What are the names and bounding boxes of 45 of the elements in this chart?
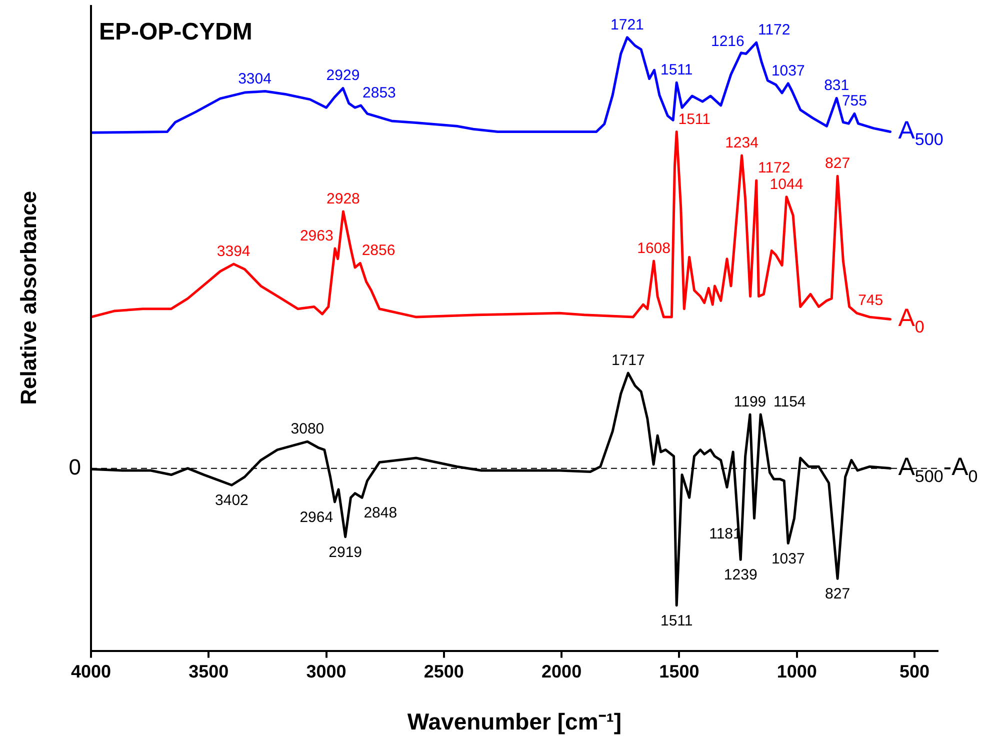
annotation: 1044	[770, 176, 804, 193]
annotation: 2856	[362, 242, 396, 260]
y-axis-title: Relative absorbance	[16, 190, 42, 405]
annotation: 2848	[364, 504, 398, 522]
ref-line-label: 0	[68, 454, 81, 480]
x-axis-title: Wavenumber [cm⁻¹]	[407, 708, 622, 735]
annotation: 827	[825, 586, 850, 603]
annotation: 1239	[724, 566, 758, 584]
annotation: 1234	[725, 134, 758, 152]
annotation: 3394	[216, 243, 250, 260]
annotation: 827	[825, 155, 850, 172]
x-tick-label: 4000	[70, 662, 112, 682]
annotation: 1037	[771, 550, 805, 568]
annotation: 3080	[290, 420, 324, 438]
annotation: 755	[842, 92, 867, 110]
annotation: 831	[824, 77, 850, 94]
x-tick-label: 500	[899, 662, 930, 682]
annotation: 1511	[660, 62, 693, 79]
x-tick-label: 3500	[188, 662, 229, 682]
annotation: 1216	[710, 32, 744, 50]
annotation: 745	[858, 292, 884, 310]
annotation: 2919	[328, 544, 362, 561]
x-tick-label: 1000	[776, 662, 817, 682]
annotation: 2929	[326, 67, 360, 84]
x-tick-label: 2000	[542, 662, 582, 682]
x-tick-label: 1500	[659, 662, 700, 682]
annotation: 1511	[678, 110, 710, 128]
annotation: 1037	[771, 62, 805, 80]
annotation: 2963	[300, 228, 334, 245]
annotation: 1717	[611, 352, 645, 370]
annotation: 1608	[637, 240, 670, 258]
annotation: 1172	[758, 22, 790, 39]
annotation: 2853	[362, 84, 396, 102]
chart-title: EP-OP-CYDM	[99, 18, 252, 46]
annotation: 1511	[660, 612, 693, 630]
x-tick-label: 3000	[306, 662, 346, 682]
annotation: 1721	[610, 16, 644, 34]
annotation: 1154	[774, 393, 806, 410]
annotation: 1199	[734, 393, 766, 410]
annotation: 2928	[326, 190, 360, 208]
annotation: 2964	[300, 508, 334, 526]
annotation: 3304	[238, 70, 272, 88]
x-tick-label: 2500	[424, 662, 464, 682]
annotation: 1172	[758, 159, 790, 176]
annotation: 3402	[215, 492, 248, 510]
